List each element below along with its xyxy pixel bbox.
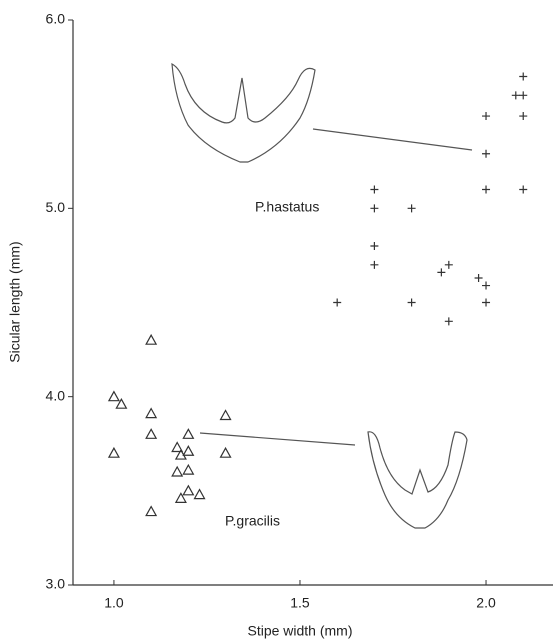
point <box>482 149 491 158</box>
x-tick-label: 1.0 <box>104 595 124 611</box>
point <box>407 298 416 307</box>
point <box>474 274 483 283</box>
series-annotation: P.hastatus <box>255 199 319 215</box>
specimen-drawings <box>171 62 473 529</box>
point <box>370 260 379 269</box>
point <box>219 446 232 458</box>
y-tick-label: 5.0 <box>46 199 66 215</box>
point <box>333 298 342 307</box>
y-tick-label: 3.0 <box>46 576 66 592</box>
point <box>370 242 379 250</box>
x-axis-label: Stipe width (mm) <box>247 623 352 639</box>
y-tick-label: 6.0 <box>46 11 66 27</box>
y-tick-label: 4.0 <box>46 387 66 403</box>
point <box>145 505 158 517</box>
series-annotation: P.gracilis <box>225 513 280 529</box>
point <box>107 390 120 402</box>
point <box>145 428 158 439</box>
x-tick-label: 1.5 <box>290 595 310 611</box>
y-axis-label: Sicular length (mm) <box>7 241 23 362</box>
point <box>107 446 120 458</box>
point <box>115 397 128 409</box>
point <box>482 298 491 307</box>
point <box>444 260 453 269</box>
point <box>519 91 528 100</box>
point <box>171 465 184 477</box>
point <box>519 72 528 81</box>
point <box>482 281 491 290</box>
point <box>482 185 491 194</box>
point <box>174 492 187 503</box>
point <box>444 317 453 326</box>
point <box>182 484 195 496</box>
point <box>182 428 195 439</box>
point <box>511 91 520 100</box>
point <box>482 112 491 121</box>
x-tick-label: 2.0 <box>476 595 496 611</box>
point <box>519 185 528 194</box>
point <box>193 488 206 500</box>
point <box>519 112 528 121</box>
point <box>171 441 184 453</box>
point <box>182 463 195 475</box>
point <box>370 204 379 213</box>
point <box>370 185 379 194</box>
point <box>145 407 158 419</box>
point <box>182 445 195 456</box>
point <box>219 409 232 421</box>
point <box>407 204 416 213</box>
point <box>145 333 158 345</box>
point <box>437 268 446 277</box>
